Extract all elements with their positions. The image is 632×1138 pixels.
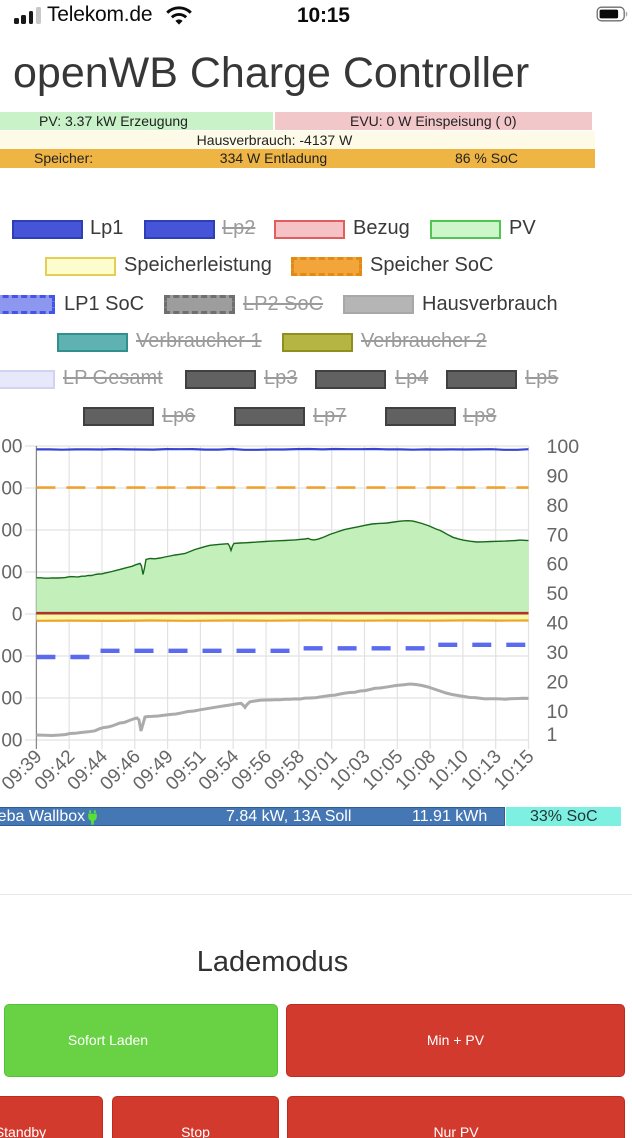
svg-text:50: 50 bbox=[547, 583, 569, 605]
svg-text:00: 00 bbox=[1, 731, 22, 752]
svg-text:00: 00 bbox=[1, 521, 22, 542]
svg-text:00: 00 bbox=[1, 479, 22, 500]
svg-text:70: 70 bbox=[547, 524, 569, 546]
svg-text:80: 80 bbox=[547, 495, 569, 517]
svg-text:00: 00 bbox=[1, 563, 22, 584]
svg-text:100: 100 bbox=[547, 436, 580, 458]
svg-text:30: 30 bbox=[547, 642, 569, 664]
svg-text:20: 20 bbox=[547, 672, 569, 694]
svg-text:60: 60 bbox=[547, 554, 569, 576]
svg-text:1: 1 bbox=[547, 724, 558, 746]
svg-text:10: 10 bbox=[547, 701, 569, 723]
svg-text:00: 00 bbox=[1, 689, 22, 710]
svg-text:0: 0 bbox=[12, 605, 23, 626]
svg-text:40: 40 bbox=[547, 613, 569, 635]
svg-text:90: 90 bbox=[547, 465, 569, 487]
svg-text:00: 00 bbox=[1, 437, 22, 458]
svg-text:00: 00 bbox=[1, 647, 22, 668]
